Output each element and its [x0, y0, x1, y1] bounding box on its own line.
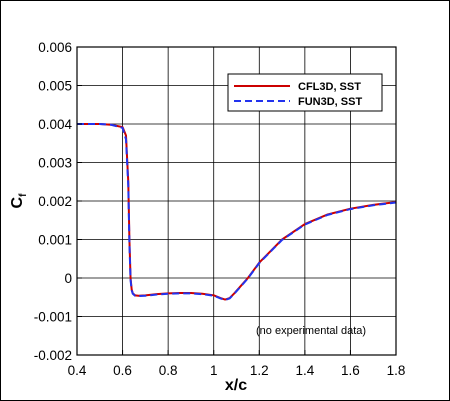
x-tick-label: 1	[210, 363, 218, 378]
x-tick-label: 1.4	[295, 363, 314, 378]
legend-label: FUN3D, SST	[298, 96, 362, 108]
x-tick-label: 0.4	[68, 363, 87, 378]
y-tick-label: 0.001	[38, 233, 72, 248]
x-axis-label: x/c	[225, 377, 247, 394]
tick-layer: 0.4 0.6 0.8 1 1.2 1.4 1.6 1.8 -0.002 -0.001 0 0.001…	[34, 40, 406, 378]
legend-box	[227, 73, 383, 112]
x-tick-label: 1.2	[250, 363, 269, 378]
y-tick-label: 0.002	[38, 194, 72, 209]
x-tick-label: 1.6	[341, 363, 360, 378]
x-tick-label: 0.6	[113, 363, 132, 378]
y-axis-label-subscript: f	[18, 193, 29, 197]
no-experimental-data-note: (no experimental data)	[256, 325, 366, 337]
legend: CFL3D, SST FUN3D, SST	[227, 73, 383, 112]
y-tick-label: 0.003	[38, 156, 72, 171]
y-tick-label: 0.006	[38, 40, 72, 55]
series-line-fun3d-sst	[77, 123, 397, 301]
y-axis-label-main: C	[9, 196, 26, 208]
y-tick-label: 0.004	[38, 117, 72, 132]
series-layer	[77, 123, 397, 301]
y-tick-label: 0.005	[38, 79, 72, 94]
x-tick-label: 0.8	[159, 363, 178, 378]
x-tick-label: 1.8	[387, 363, 406, 378]
legend-label: CFL3D, SST	[298, 81, 361, 93]
y-tick-label: 0	[64, 271, 72, 286]
y-tick-label: -0.002	[34, 348, 72, 363]
series-line-cfl3d-sst	[77, 123, 397, 301]
y-axis-label: Cf	[9, 193, 29, 209]
y-tick-label: -0.001	[34, 310, 72, 325]
